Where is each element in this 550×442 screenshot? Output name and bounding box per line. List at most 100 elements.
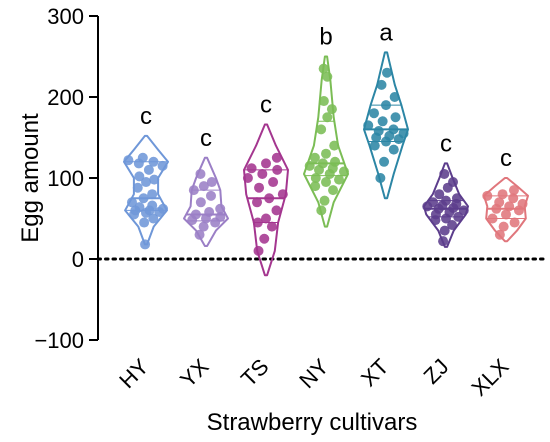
data-point bbox=[369, 108, 380, 119]
significance-letter: b bbox=[319, 24, 332, 51]
data-point bbox=[148, 156, 159, 167]
data-point bbox=[257, 168, 268, 179]
data-point bbox=[381, 100, 391, 111]
data-point bbox=[206, 177, 217, 188]
data-point bbox=[318, 96, 329, 107]
data-point bbox=[330, 156, 341, 167]
data-point bbox=[434, 189, 445, 200]
data-point bbox=[438, 236, 449, 247]
data-point bbox=[447, 219, 458, 230]
data-point bbox=[494, 197, 505, 208]
violin-outline bbox=[303, 55, 349, 228]
data-point bbox=[482, 190, 493, 201]
data-point bbox=[190, 209, 201, 220]
data-point bbox=[140, 239, 151, 250]
data-point bbox=[329, 140, 340, 151]
violin-outline bbox=[243, 123, 289, 277]
data-point bbox=[141, 177, 151, 188]
data-point bbox=[373, 126, 384, 137]
data-point bbox=[494, 229, 505, 240]
data-point bbox=[498, 221, 509, 232]
data-point bbox=[517, 198, 528, 209]
data-point bbox=[316, 205, 327, 216]
data-point bbox=[139, 217, 150, 228]
y-tick-label: −100 bbox=[34, 328, 84, 353]
data-point bbox=[304, 160, 315, 171]
data-point bbox=[310, 173, 321, 183]
data-point bbox=[134, 202, 145, 213]
x-tick-label: YX bbox=[175, 354, 214, 393]
data-point bbox=[398, 128, 409, 139]
data-point bbox=[504, 201, 515, 212]
data-point bbox=[268, 177, 279, 188]
data-point bbox=[254, 182, 265, 193]
data-point bbox=[322, 71, 333, 82]
data-point bbox=[439, 168, 450, 179]
data-point bbox=[271, 205, 282, 216]
data-point bbox=[277, 189, 288, 200]
y-tick-label: 300 bbox=[47, 4, 84, 29]
x-tick-label: XLX bbox=[466, 354, 513, 401]
data-point bbox=[310, 181, 321, 192]
data-point bbox=[388, 144, 399, 155]
data-point bbox=[439, 225, 450, 236]
data-point bbox=[205, 190, 216, 201]
data-point bbox=[318, 63, 329, 74]
data-point bbox=[497, 189, 508, 200]
data-point bbox=[194, 229, 205, 240]
data-point bbox=[271, 152, 282, 163]
x-tick-label: NY bbox=[294, 354, 334, 394]
data-point bbox=[204, 207, 215, 218]
x-axis-title: Strawberry cultivars bbox=[207, 409, 418, 436]
data-point bbox=[123, 155, 134, 166]
violin-group-hy: c HY bbox=[114, 103, 169, 394]
x-tick-label: ZJ bbox=[419, 354, 454, 389]
data-point bbox=[509, 217, 520, 228]
data-point bbox=[242, 173, 253, 183]
data-point bbox=[328, 185, 339, 196]
data-point bbox=[195, 168, 206, 179]
violin-group-ny: b NY bbox=[294, 24, 349, 394]
x-tick-label: TS bbox=[236, 354, 274, 392]
data-point bbox=[147, 200, 158, 211]
x-tick-label: HY bbox=[114, 354, 154, 394]
data-point bbox=[487, 213, 498, 224]
y-tick-label: 100 bbox=[47, 166, 84, 191]
data-point bbox=[195, 197, 206, 208]
data-point bbox=[388, 124, 399, 135]
data-point bbox=[215, 211, 226, 222]
data-point bbox=[363, 120, 374, 131]
data-point bbox=[319, 195, 330, 206]
data-point bbox=[451, 193, 462, 204]
data-point bbox=[376, 79, 387, 90]
data-point bbox=[375, 173, 386, 183]
data-point bbox=[149, 174, 160, 185]
data-point bbox=[198, 181, 209, 192]
y-tick-label: 200 bbox=[47, 85, 84, 110]
data-point bbox=[126, 197, 137, 208]
data-point bbox=[261, 213, 271, 224]
data-point bbox=[198, 221, 209, 232]
data-point bbox=[389, 92, 400, 102]
data-point bbox=[441, 195, 451, 206]
data-point bbox=[253, 245, 264, 256]
data-point bbox=[259, 233, 270, 244]
y-tick-label: 0 bbox=[72, 247, 84, 272]
data-point bbox=[137, 152, 148, 163]
data-point bbox=[321, 148, 331, 159]
violin-outline bbox=[483, 177, 529, 243]
data-point bbox=[508, 193, 519, 204]
data-point bbox=[390, 112, 401, 123]
data-point bbox=[147, 189, 158, 200]
data-point bbox=[143, 164, 154, 175]
data-point bbox=[138, 193, 149, 204]
significance-letter: a bbox=[379, 19, 393, 46]
data-point bbox=[252, 217, 263, 228]
data-point bbox=[508, 185, 519, 196]
data-point bbox=[215, 203, 226, 214]
x-tick-label: XT bbox=[356, 354, 394, 392]
y-axis-title: Egg amount bbox=[17, 113, 44, 243]
data-point bbox=[326, 104, 337, 115]
data-point bbox=[322, 112, 333, 123]
